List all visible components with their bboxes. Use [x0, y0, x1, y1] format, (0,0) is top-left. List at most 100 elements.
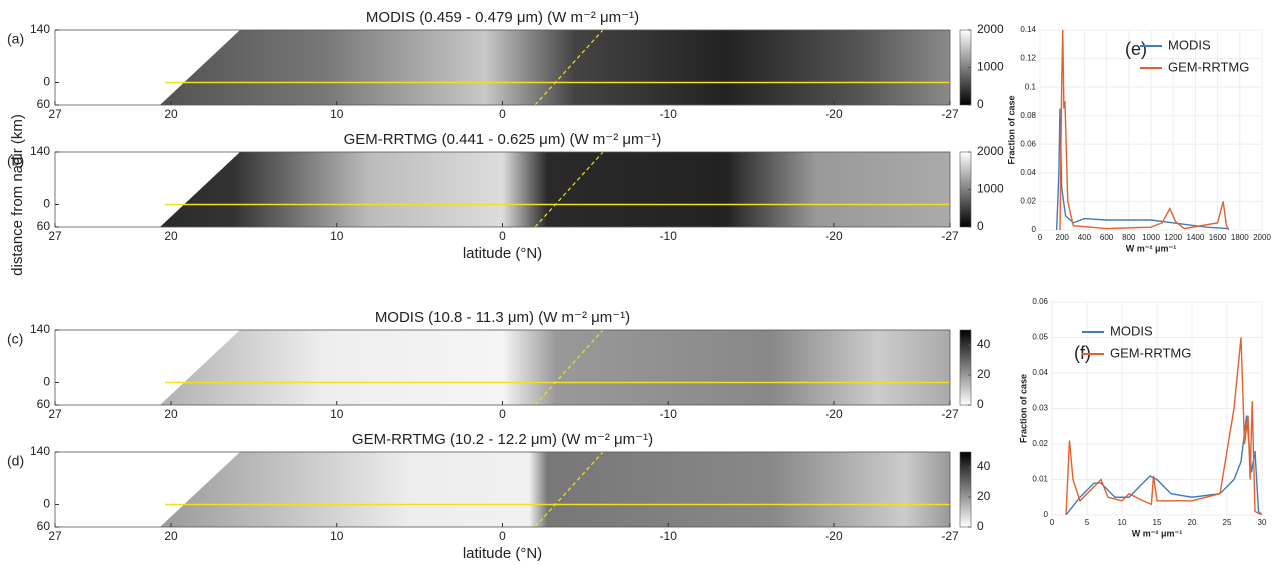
x-tick-label: -10: [660, 529, 678, 543]
y-tick-label: 0.05: [1032, 333, 1048, 342]
x-tick-label: 20: [164, 407, 178, 421]
legend-label: GEM-RRTMG: [1168, 59, 1249, 74]
colorbar-tick-label: 1000: [977, 182, 1004, 196]
y-tick-label: 0.06: [1020, 139, 1036, 148]
y-tick-label: 140: [30, 22, 50, 36]
cross-track: [534, 151, 604, 228]
y-axis-label: Fraction of case: [1018, 374, 1028, 443]
cross-track: [534, 29, 604, 106]
x-tick-label: 1400: [1187, 233, 1205, 242]
x-tick-label: 25: [1223, 518, 1232, 527]
x-tick-label: 1000: [1142, 233, 1160, 242]
x-axis-label: latitude (°N): [463, 245, 542, 262]
y-tick-label: 0: [43, 497, 50, 511]
x-tick-label: 5: [1085, 518, 1090, 527]
x-tick-label: -20: [825, 529, 843, 543]
x-tick-label: -10: [660, 107, 678, 121]
y-tick-label: 140: [30, 144, 50, 158]
x-tick-label: 2000: [1253, 233, 1271, 242]
y-tick-label: 60: [37, 519, 51, 533]
cross-track: [534, 451, 604, 528]
x-axis-label: W m⁻² μm⁻¹: [1132, 528, 1183, 538]
x-tick-label: 27: [48, 229, 62, 243]
x-axis-label: latitude (°N): [463, 545, 542, 562]
y-tick-label: 0.06: [1032, 297, 1048, 306]
x-tick-label: 0: [499, 107, 506, 121]
colorbar-tick-label: 40: [977, 459, 991, 473]
colorbar-tick-label: 1000: [977, 60, 1004, 74]
y-tick-label: 0.03: [1032, 404, 1048, 413]
y-axis-label: Fraction of case: [1006, 95, 1016, 164]
legend-label: MODIS: [1110, 323, 1153, 338]
y-tick-label: 60: [37, 397, 51, 411]
y-tick-label: 0: [1032, 225, 1037, 234]
panel-label: (c): [7, 331, 23, 347]
x-tick-label: 27: [48, 407, 62, 421]
series-line: [1065, 337, 1262, 515]
x-tick-label: 0: [1038, 233, 1043, 242]
x-tick-label: 27: [48, 529, 62, 543]
no-data-area: [55, 330, 240, 405]
no-data-area: [55, 452, 240, 527]
x-axis-label: W m⁻² μm⁻¹: [1126, 243, 1177, 253]
x-tick-label: 800: [1122, 233, 1136, 242]
x-tick-label: 10: [330, 107, 344, 121]
series-line: [1055, 108, 1229, 230]
y-tick-label: 0.04: [1020, 168, 1036, 177]
panel-label: (a): [7, 31, 24, 47]
x-tick-label: -27: [941, 107, 959, 121]
y-tick-label: 0.14: [1020, 25, 1036, 34]
colorbar-tick-label: 0: [977, 397, 984, 411]
y-tick-label: 0: [43, 197, 50, 211]
x-tick-label: 1800: [1231, 233, 1249, 242]
x-tick-label: 10: [1118, 518, 1127, 527]
x-tick-label: -20: [825, 229, 843, 243]
x-tick-label: -10: [660, 407, 678, 421]
x-tick-label: 400: [1078, 233, 1092, 242]
colorbar-tick-label: 2000: [977, 144, 1004, 158]
x-tick-label: 10: [330, 407, 344, 421]
panel-title: GEM-RRTMG (0.441 - 0.625 μm) (W m⁻² μm⁻¹…: [344, 131, 662, 148]
colorbar-tick-label: 20: [977, 489, 991, 503]
y-tick-label: 0.12: [1020, 54, 1036, 63]
panel-title: GEM-RRTMG (10.2 - 12.2 μm) (W m⁻² μm⁻¹): [352, 431, 653, 448]
y-tick-label: 0: [43, 375, 50, 389]
x-tick-label: 10: [330, 229, 344, 243]
panel-label: (e): [1125, 39, 1147, 59]
colorbar-tick-label: 40: [977, 337, 991, 351]
x-tick-label: 0: [1050, 518, 1055, 527]
x-tick-label: 600: [1100, 233, 1114, 242]
y-tick-label: 140: [30, 444, 50, 458]
x-tick-label: 1200: [1164, 233, 1182, 242]
y-tick-label: 0.04: [1032, 368, 1048, 377]
colorbar-tick-label: 0: [977, 519, 984, 533]
series-line: [1059, 30, 1230, 230]
colorbar-tick-label: 2000: [977, 22, 1004, 36]
x-tick-label: 30: [1258, 518, 1267, 527]
series-line: [1065, 415, 1262, 515]
x-tick-label: -27: [941, 407, 959, 421]
y-tick-label: 0.1: [1025, 82, 1037, 91]
y-tick-label: 0: [1044, 510, 1049, 519]
x-tick-label: -27: [941, 229, 959, 243]
panel-title: MODIS (0.459 - 0.479 μm) (W m⁻² μm⁻¹): [366, 9, 639, 26]
x-tick-label: 20: [164, 107, 178, 121]
x-tick-label: -27: [941, 529, 959, 543]
x-tick-label: 0: [499, 529, 506, 543]
series-group: [1065, 337, 1262, 515]
y-tick-label: 0.01: [1032, 475, 1048, 484]
y-tick-label: 0.02: [1020, 197, 1036, 206]
y-axis-label: distance from nadir (km): [9, 114, 26, 276]
colorbar: [959, 451, 972, 528]
x-tick-label: -20: [825, 107, 843, 121]
x-tick-label: 20: [164, 529, 178, 543]
cross-track: [534, 329, 604, 406]
panel-label: (f): [1074, 343, 1091, 363]
x-tick-label: 200: [1056, 233, 1070, 242]
x-tick-label: 20: [164, 229, 178, 243]
legend-label: GEM-RRTMG: [1110, 345, 1191, 360]
y-tick-label: 0.02: [1032, 439, 1048, 448]
y-tick-label: 0: [43, 75, 50, 89]
y-tick-label: 60: [37, 97, 51, 111]
x-tick-label: 1600: [1209, 233, 1227, 242]
